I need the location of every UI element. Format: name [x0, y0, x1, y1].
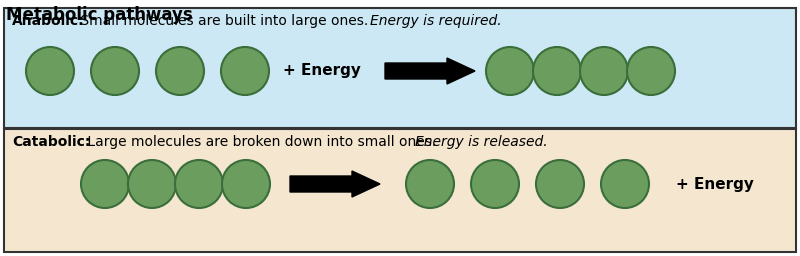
Ellipse shape	[91, 47, 139, 95]
Ellipse shape	[601, 160, 649, 208]
Ellipse shape	[128, 160, 176, 208]
Text: Energy is released.: Energy is released.	[415, 135, 548, 149]
Ellipse shape	[580, 47, 628, 95]
Text: Large molecules are broken down into small ones.: Large molecules are broken down into sma…	[83, 135, 441, 149]
Text: Metabolic pathways: Metabolic pathways	[6, 6, 193, 24]
Ellipse shape	[222, 160, 270, 208]
Ellipse shape	[406, 160, 454, 208]
Text: Energy is required.: Energy is required.	[370, 14, 502, 28]
Text: Anabolic:: Anabolic:	[12, 14, 85, 28]
Ellipse shape	[533, 47, 581, 95]
FancyBboxPatch shape	[4, 8, 796, 128]
Ellipse shape	[536, 160, 584, 208]
Ellipse shape	[156, 47, 204, 95]
Text: + Energy: + Energy	[283, 63, 361, 79]
Ellipse shape	[627, 47, 675, 95]
Text: Catabolic:: Catabolic:	[12, 135, 90, 149]
Ellipse shape	[175, 160, 223, 208]
Text: + Energy: + Energy	[676, 176, 754, 191]
Ellipse shape	[26, 47, 74, 95]
Text: Small molecules are built into large ones.: Small molecules are built into large one…	[76, 14, 373, 28]
Ellipse shape	[471, 160, 519, 208]
Ellipse shape	[486, 47, 534, 95]
FancyArrow shape	[385, 58, 475, 84]
Ellipse shape	[221, 47, 269, 95]
Ellipse shape	[81, 160, 129, 208]
FancyBboxPatch shape	[4, 129, 796, 252]
FancyArrow shape	[290, 171, 380, 197]
